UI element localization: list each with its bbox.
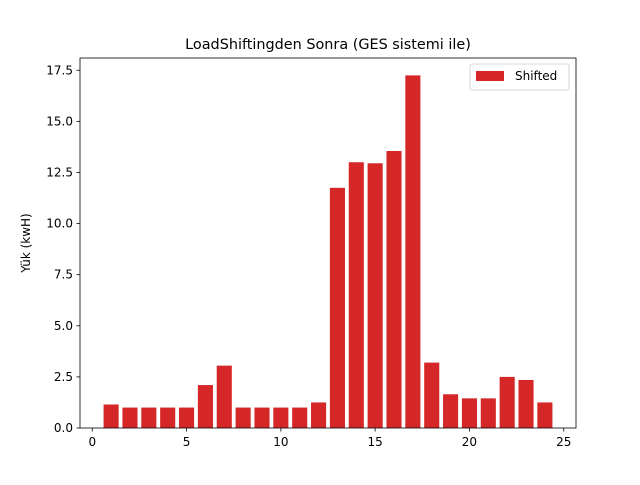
bar-hour-5	[179, 407, 195, 428]
y-tick-label: 7.5	[54, 268, 73, 282]
y-tick-label: 12.5	[46, 165, 73, 179]
legend: Shifted	[469, 63, 570, 91]
y-tick-label: 2.5	[54, 370, 73, 384]
x-tick-label: 25	[556, 435, 571, 449]
bar-hour-4	[160, 407, 176, 428]
legend-swatch	[476, 71, 504, 81]
bar-hour-20	[461, 398, 477, 428]
bar-hour-3	[141, 407, 157, 428]
bar-hour-9	[254, 407, 270, 428]
bar-hour-22	[499, 376, 515, 428]
bar-hour-15	[367, 163, 383, 428]
bar-hour-6	[197, 385, 213, 428]
bar-hour-13	[329, 187, 345, 428]
bar-hour-17	[405, 75, 421, 428]
x-tick-label: 20	[462, 435, 477, 449]
bar-hour-19	[443, 394, 459, 428]
bar-series	[103, 75, 553, 428]
y-axis-ticks: 0.0 2.5 5.0 7.5 10.0 12.5 15.0 17.5	[46, 63, 80, 435]
bar-hour-7	[216, 365, 232, 428]
y-tick-label: 10.0	[46, 217, 73, 231]
legend-box	[469, 63, 570, 91]
bar-hour-18	[424, 362, 440, 428]
x-axis-ticks: 0 5 10 15 20 25	[88, 428, 571, 449]
y-tick-label: 0.0	[54, 421, 73, 435]
y-tick-label: 17.5	[46, 63, 73, 77]
x-tick-label: 15	[368, 435, 383, 449]
y-tick-label: 5.0	[54, 319, 73, 333]
bar-hour-23	[518, 379, 534, 428]
bar-hour-10	[273, 407, 289, 428]
chart-title: LoadShiftingden Sonra (GES sistemi ile)	[185, 37, 471, 53]
bar-hour-21	[480, 398, 496, 428]
y-axis-label: Yük (kwH)	[19, 213, 33, 273]
x-tick-label: 0	[88, 435, 96, 449]
bar-hour-1	[103, 404, 119, 428]
y-tick-label: 15.0	[46, 114, 73, 128]
x-tick-label: 5	[183, 435, 191, 449]
x-tick-label: 10	[273, 435, 288, 449]
bar-hour-24	[537, 402, 553, 428]
legend-label: Shifted	[515, 69, 557, 83]
bar-hour-2	[122, 407, 138, 428]
bar-hour-14	[348, 162, 364, 428]
bar-hour-16	[386, 151, 402, 428]
bar-hour-11	[292, 407, 308, 428]
plot-frame	[79, 57, 577, 429]
bar-hour-12	[311, 402, 327, 428]
bar-hour-8	[235, 407, 251, 428]
